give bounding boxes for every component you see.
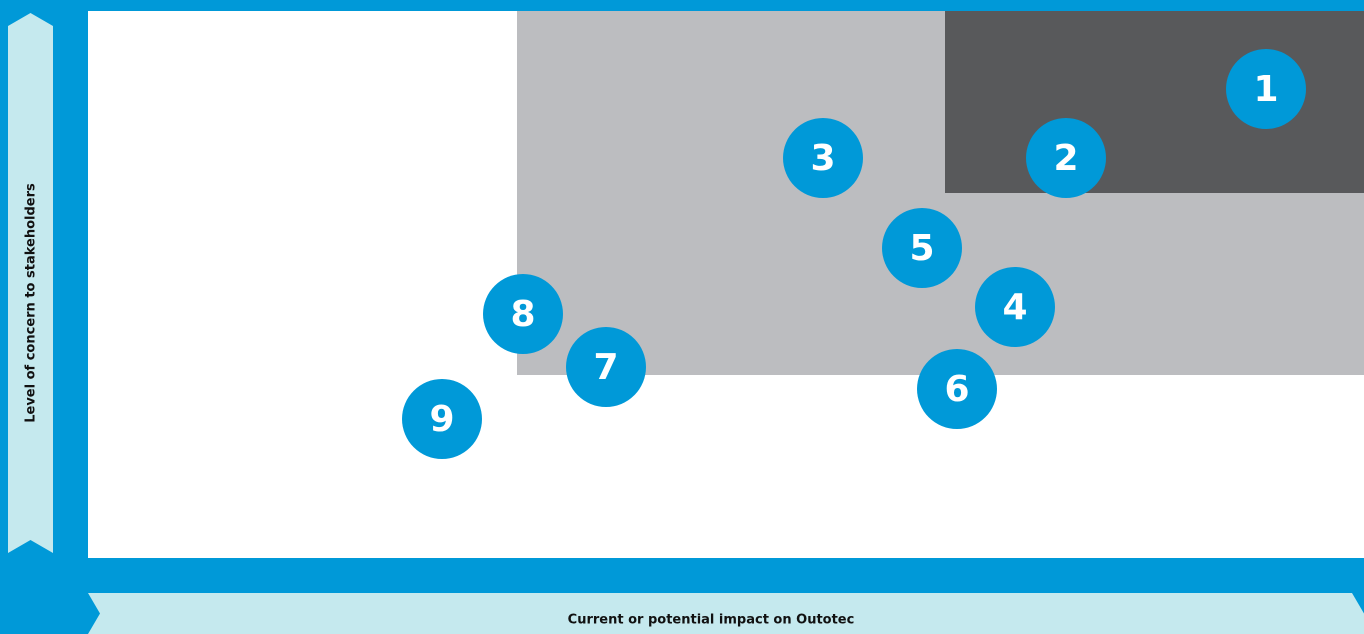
y-axis-label: Level of concern to stakeholders [23, 183, 39, 423]
topic-bubble-2: 2 [1026, 118, 1106, 198]
topic-bubble-8: 8 [483, 274, 563, 354]
topic-bubble-4: 4 [975, 267, 1055, 347]
materiality-matrix: 1 2 3 4 5 6 7 8 9 [88, 11, 1364, 558]
y-axis-arrow [8, 13, 53, 553]
x-axis-label: Current or potential impact on Outotec [567, 612, 855, 628]
topic-bubble-1: 1 [1226, 49, 1306, 129]
topic-bubble-3: 3 [783, 118, 863, 198]
topic-bubble-6: 6 [917, 349, 997, 429]
x-axis-arrow [88, 593, 1364, 634]
topic-bubble-9: 9 [402, 379, 482, 459]
topic-bubble-7: 7 [566, 327, 646, 407]
topic-bubble-5: 5 [882, 208, 962, 288]
